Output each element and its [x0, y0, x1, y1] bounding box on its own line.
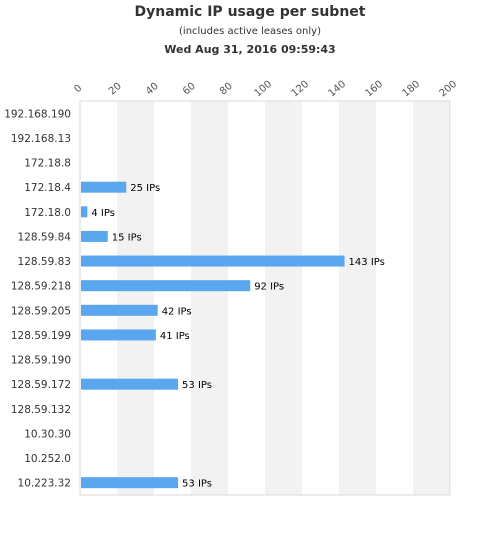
- chart-subtitle: (includes active leases only): [179, 26, 321, 37]
- y-category-label: 128.59.205: [11, 305, 71, 317]
- bar: [81, 206, 88, 218]
- x-tick-label: 140: [327, 79, 349, 100]
- bar: [81, 280, 251, 292]
- bar-value-label: 15 IPs: [112, 232, 142, 243]
- bar: [81, 329, 156, 341]
- bar: [81, 378, 179, 390]
- y-category-label: 128.59.83: [18, 256, 71, 268]
- y-category-label: 10.252.0: [24, 453, 71, 465]
- y-category-label: 128.59.218: [11, 281, 71, 293]
- plot-band: [339, 101, 376, 495]
- bar-value-label: 42 IPs: [162, 306, 192, 317]
- data-labels: 25 IPs 4 IPs 15 IPs 143 IPs 92 IPs 42 IPs 41 I…: [91, 183, 384, 490]
- bar-value-label: 143 IPs: [349, 257, 385, 268]
- bars: [81, 181, 345, 489]
- x-tick-label: 180: [401, 79, 423, 100]
- y-category-label: 128.59.172: [11, 379, 71, 391]
- chart-title: Dynamic IP usage per subnet: [134, 4, 366, 20]
- bar-value-label: 53 IPs: [182, 479, 212, 490]
- bar: [81, 230, 108, 242]
- bar-value-label: 25 IPs: [130, 183, 160, 194]
- y-category-label: 128.59.190: [11, 355, 71, 367]
- bar: [81, 477, 179, 489]
- plot-bands: [117, 101, 450, 495]
- bar: [81, 255, 345, 267]
- y-category-label: 192.168.13: [11, 133, 71, 145]
- chart-timestamp: Wed Aug 31, 2016 09:59:43: [164, 43, 336, 56]
- x-tick-label: 120: [290, 79, 312, 100]
- bar-value-label: 92 IPs: [254, 282, 284, 293]
- y-category-label: 172.18.0: [24, 207, 71, 219]
- bar-value-label: 53 IPs: [182, 380, 212, 391]
- plot-band: [191, 101, 228, 495]
- y-category-label: 128.59.199: [11, 330, 71, 342]
- x-tick-label: 160: [364, 79, 386, 100]
- x-tick-label: 40: [144, 81, 161, 98]
- y-axis-categories: 192.168.190 192.168.13 172.18.8 172.18.4 172…: [4, 108, 71, 489]
- x-tick-label: 0: [72, 83, 84, 96]
- y-category-label: 128.59.84: [18, 231, 72, 243]
- x-axis-ticks: 0 20 40 60 80 100 120 140 160 180 200: [72, 79, 459, 100]
- plot-border: [79, 100, 451, 496]
- y-category-label: 172.18.4: [24, 182, 71, 194]
- y-category-label: 10.223.32: [18, 478, 71, 490]
- bar-value-label: 4 IPs: [91, 208, 115, 219]
- x-tick-label: 200: [438, 79, 460, 100]
- x-tick-label: 80: [218, 81, 235, 98]
- plot-band: [265, 101, 302, 495]
- y-category-label: 10.30.30: [24, 428, 71, 440]
- bar: [81, 181, 127, 193]
- y-category-label: 192.168.190: [4, 108, 71, 120]
- plot-band: [413, 101, 450, 495]
- x-tick-label: 60: [181, 81, 198, 98]
- y-category-label: 128.59.132: [11, 404, 71, 416]
- plot-band: [117, 101, 154, 495]
- bar-value-label: 41 IPs: [160, 331, 190, 342]
- bar: [81, 304, 158, 316]
- x-tick-label: 100: [253, 79, 275, 100]
- y-category-label: 172.18.8: [24, 158, 71, 170]
- x-tick-label: 20: [107, 81, 124, 98]
